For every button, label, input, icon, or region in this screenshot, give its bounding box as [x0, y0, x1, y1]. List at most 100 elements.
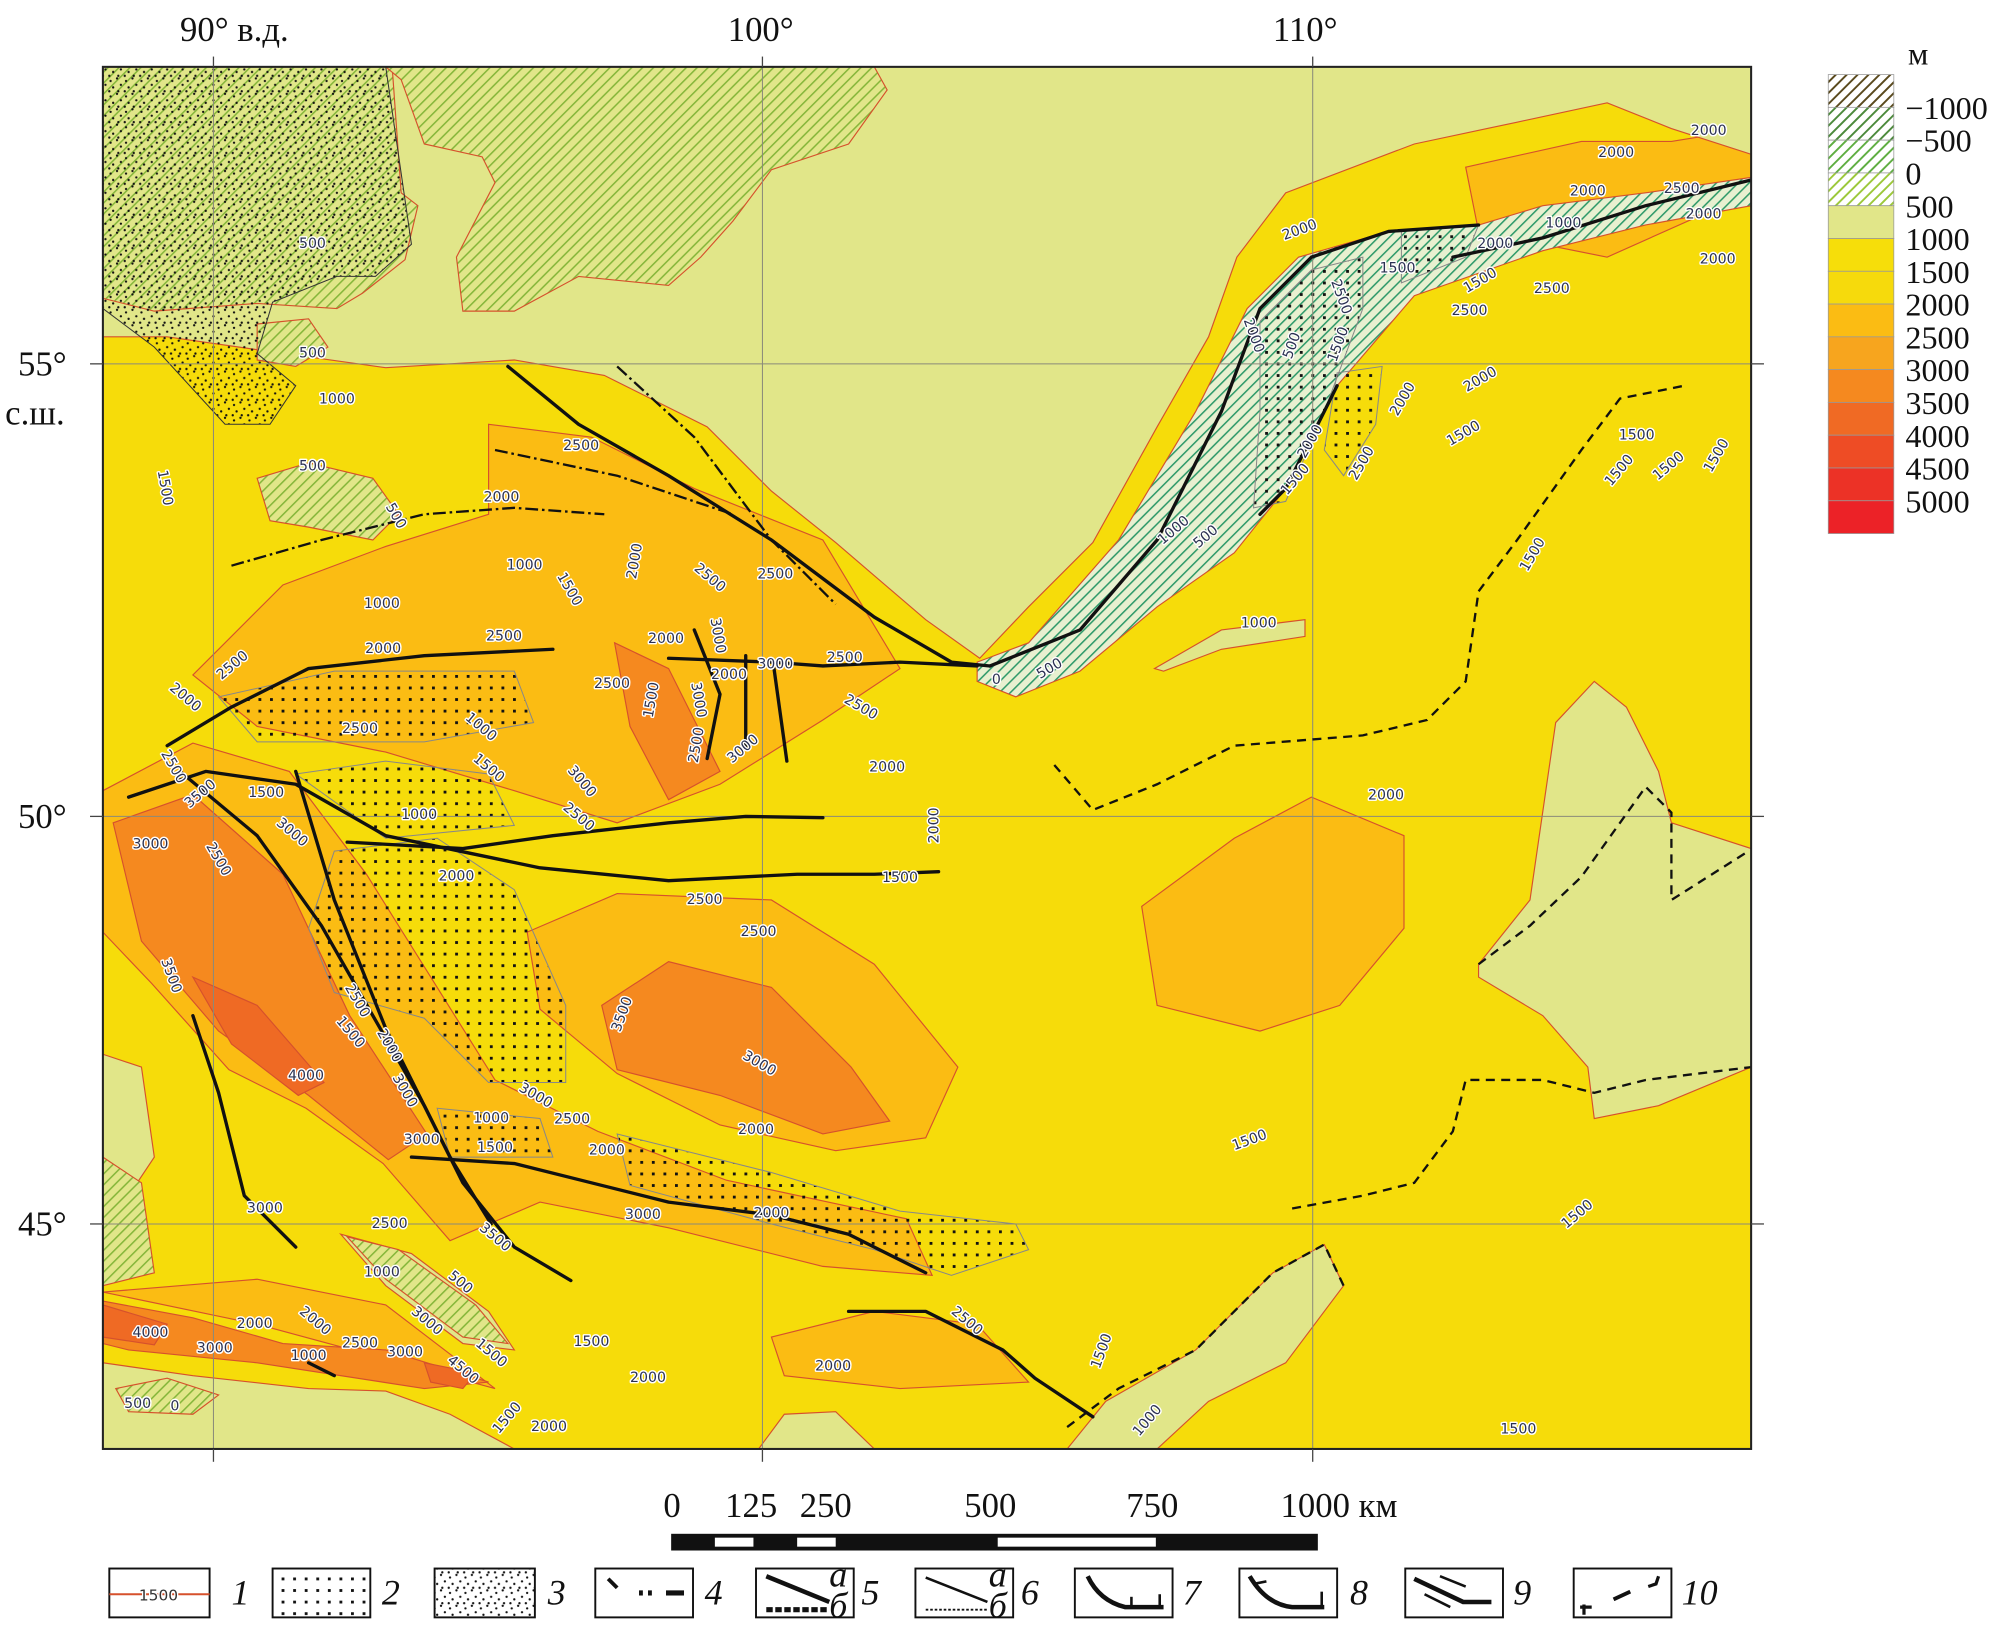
graticule — [102, 66, 1752, 1449]
contour-label: 2000 — [531, 1419, 567, 1435]
elevation-4000-plus-zones — [102, 975, 477, 1390]
contour-label: 1500 — [477, 1140, 513, 1156]
contour-label: 2000 — [438, 869, 474, 885]
elevation-legend-swatch — [1827, 106, 1895, 141]
contour-label: 2500 — [757, 567, 793, 583]
elevation-legend-label: 3000 — [1905, 352, 1969, 388]
contour-label: 2500 — [372, 1216, 408, 1232]
scale-label: 250 — [800, 1486, 852, 1525]
basin-sediment-zones — [217, 224, 1480, 1276]
elevation-legend-swatch — [1827, 369, 1895, 403]
scale-label: 500 — [964, 1486, 1016, 1525]
map-area: 500 500 1000 500 500 1500 1000 1500 2500 2000 2000… — [102, 66, 1752, 1449]
contour-label: 500 — [299, 236, 326, 252]
legend-number: 9 — [1513, 1573, 1531, 1613]
contour-label: 2000 — [1691, 123, 1727, 139]
elevation-legend-label: −1000 — [1905, 90, 1987, 126]
contour-label: 3000 — [404, 1132, 440, 1148]
contour-label: 2500 — [342, 1335, 378, 1351]
contour-label: 2000 — [589, 1143, 625, 1159]
contour-label: 3000 — [197, 1341, 233, 1357]
contour-label: 2000 — [927, 807, 943, 843]
axis-ticks — [90, 56, 1764, 1462]
legend-item-contour: 1500 1 — [108, 1567, 249, 1619]
legend-item-dashdot-fault: 4 — [594, 1567, 723, 1619]
scale-bar-segment — [714, 1537, 754, 1547]
latitude-label-55: 55° — [18, 344, 67, 383]
stipple-zones — [102, 66, 412, 425]
elevation-legend: м −1000−50005001000150020002500300035004… — [1827, 35, 1988, 534]
contour-label: 2000 — [738, 1122, 774, 1138]
contour-label: 2500 — [741, 924, 777, 940]
elevation-legend-swatch — [1827, 139, 1895, 174]
symbol-legend: 1500 1 2 3 4 а б 5 — [108, 1555, 1718, 1625]
legend-number: 5 — [861, 1573, 879, 1613]
contour-label: 1000 — [401, 807, 437, 823]
legend-contour-sample: 1500 — [139, 1587, 178, 1605]
contour-label: 2000 — [630, 1370, 666, 1386]
contour-label: 0 — [992, 672, 1001, 688]
legend-item-reverse-fault: 8 — [1238, 1567, 1368, 1619]
elevation-legend-swatch — [1827, 402, 1895, 436]
scale-bar: 0 125 250 500 750 1000 км — [663, 1486, 1398, 1551]
contour-label: 2000 — [711, 667, 747, 683]
dashed-boundaries — [1053, 384, 1752, 1429]
contour-label: 2000 — [1368, 788, 1404, 804]
contour-label: 2500 — [594, 676, 630, 692]
elevation-legend-label: 1000 — [1905, 221, 1969, 257]
scale-label: 0 — [663, 1486, 680, 1525]
scale-bar-segment — [797, 1537, 836, 1547]
contour-label: 2500 — [827, 650, 863, 666]
contour-label: 3000 — [132, 837, 168, 853]
contour-label: 2000 — [237, 1316, 273, 1332]
legend-sub-a: а — [989, 1555, 1007, 1595]
scale-label: 750 — [1126, 1486, 1178, 1525]
contour-label: 2500 — [687, 892, 723, 908]
elevation-legend-swatch — [1827, 500, 1895, 534]
contour-label: 500 — [299, 459, 326, 475]
elevation-legend-label: 5000 — [1905, 483, 1969, 519]
contour-label: 1500 — [1500, 1422, 1536, 1438]
contour-label: 1500 — [1619, 428, 1655, 444]
elevation-unit-label: м — [1908, 35, 1928, 71]
elevation-legend-label: 4000 — [1905, 418, 1969, 454]
contour-label: 2000 — [365, 641, 401, 657]
legend-item-dashed-boundary: 10 — [1572, 1567, 1718, 1619]
latitude-suffix-label: с.ш. — [5, 393, 64, 432]
longitude-label-90: 90° в.д. — [180, 10, 289, 49]
scale-bar-base — [671, 1533, 1318, 1551]
contour-label: 500 — [299, 345, 326, 361]
legend-item-dots: 2 — [271, 1567, 400, 1619]
contour-label: 3000 — [387, 1344, 423, 1360]
lake-baikal — [976, 176, 1752, 698]
legend-number: 1 — [231, 1573, 249, 1613]
contour-label: 3000 — [625, 1207, 661, 1223]
elevation-legend-swatch — [1827, 74, 1895, 108]
legend-item-stipple: 3 — [433, 1567, 566, 1619]
legend-sub-b: б — [989, 1585, 1009, 1625]
legend-number: 4 — [705, 1573, 723, 1613]
contour-label: 2000 — [1598, 145, 1634, 161]
contour-label: 1000 — [1545, 216, 1581, 232]
latitude-label-50: 50° — [18, 797, 67, 836]
scale-label: 1000 км — [1281, 1486, 1398, 1525]
contour-label: 1000 — [364, 596, 400, 612]
elevation-legend-label: 2000 — [1905, 287, 1969, 323]
fault-lines — [126, 178, 1752, 1419]
legend-sub-a: а — [829, 1555, 847, 1595]
legend-number: 2 — [382, 1573, 400, 1613]
contour-label: 1000 — [291, 1348, 327, 1364]
contour-label: 2000 — [1700, 252, 1736, 268]
map-frame — [101, 65, 1753, 1450]
legend-sub-b: б — [829, 1585, 849, 1625]
contour-label: 1000 — [364, 1265, 400, 1281]
legend-item-major-fault: а б 5 — [755, 1555, 879, 1625]
elevation-legend-label: 2500 — [1905, 319, 1969, 355]
legend-item-thrust: 7 — [1073, 1567, 1203, 1619]
contour-label: 1500 — [1380, 261, 1416, 277]
contour-label: 2500 — [563, 438, 599, 454]
legend-number: 10 — [1682, 1573, 1718, 1613]
contour-label: 1000 — [1241, 615, 1277, 631]
contour-label: 2500 — [554, 1112, 590, 1128]
